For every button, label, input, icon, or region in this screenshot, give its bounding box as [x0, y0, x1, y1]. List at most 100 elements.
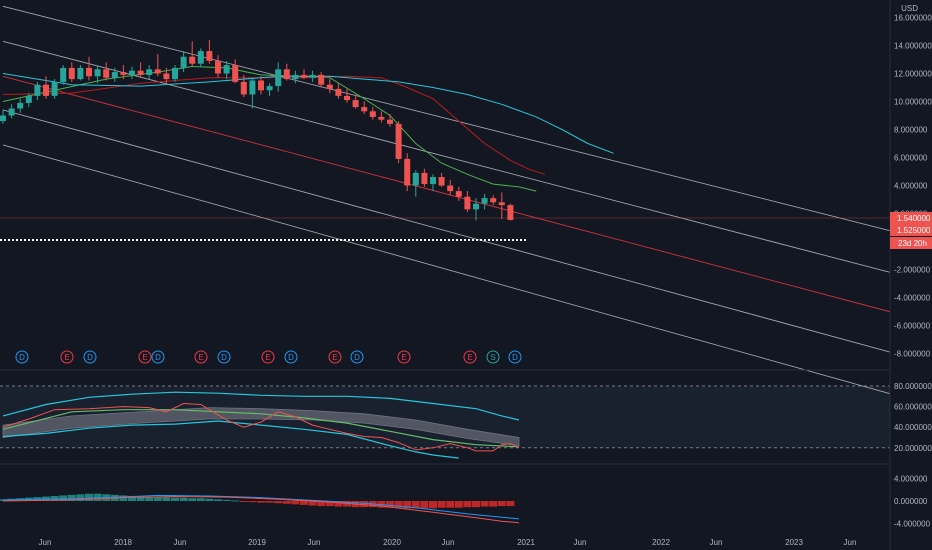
event-marker-circle [350, 350, 364, 364]
candle-body [326, 84, 333, 89]
time-axis-label: 2020 [383, 538, 401, 547]
time-axis-label: Jun [308, 538, 321, 547]
event-marker-letter: D [87, 353, 93, 362]
macd-histogram-bar [214, 499, 222, 501]
event-marker-circle [508, 350, 522, 364]
event-marker: E [328, 350, 342, 364]
price-tick-label: 60.000000 [894, 403, 932, 412]
macd-histogram-bar [85, 493, 93, 501]
time-axis-label: Jun [442, 538, 455, 547]
time-axis-label: 2023 [785, 538, 803, 547]
candle-body [387, 119, 393, 124]
macd-histogram-bar [59, 495, 68, 501]
last-price-label: 1.540000 [890, 212, 932, 224]
event-marker-circle [83, 350, 97, 364]
macd-histogram-bar [93, 493, 102, 501]
time-axis-label: Jun [710, 538, 723, 547]
event-marker-circle [138, 350, 152, 364]
time-axis-label: Jun [574, 538, 587, 547]
macd-histogram-bar [145, 496, 154, 501]
macd-histogram-bar [291, 501, 300, 505]
price-tick-label: 14.000000 [894, 42, 932, 51]
candle-body [223, 65, 230, 74]
candle-body [447, 185, 454, 192]
macd-histogram-bar [454, 501, 463, 508]
event-marker-letter: E [142, 353, 147, 362]
channel-line-lower [2, 144, 891, 395]
macd-histogram-bar [136, 495, 145, 501]
price-tick-label: 4.000000 [894, 475, 928, 484]
event-marker: D [350, 350, 364, 364]
event-marker-circle [328, 350, 342, 364]
price-tick-label: -4.000000 [894, 294, 931, 303]
macd-histogram-bar [420, 501, 429, 509]
candle-body [232, 65, 239, 82]
price-tick-label: 6.000000 [894, 154, 928, 163]
macd-histogram-bar [394, 501, 403, 508]
event-marker: E [261, 350, 275, 364]
event-marker-letter: D [354, 353, 360, 362]
oscillator-line-rsi_ma [2, 409, 520, 448]
price-tick-label: 12.000000 [894, 70, 932, 79]
time-axis[interactable]: Jun 2018 Jun 2019 Jun 2020 Jun 2021 Jun 2022 Jun 20… [39, 538, 857, 547]
candle-body [60, 67, 67, 82]
oscillator-ribbon [2, 407, 520, 447]
time-axis-label: 2018 [114, 538, 132, 547]
event-marker: E [194, 350, 208, 364]
price-axis-ticks: 16.000000 14.000000 12.000000 10.000000 8.00… [894, 14, 932, 529]
price-tick-label: 16.000000 [894, 14, 932, 23]
event-marker: E [397, 350, 411, 364]
price-tick-label: -2.000000 [894, 266, 931, 275]
channel-line-lower-inner [2, 109, 891, 353]
event-marker: D [83, 350, 97, 364]
candle-body [344, 95, 350, 101]
macd-histogram-bar [119, 495, 128, 501]
event-marker-circle [397, 350, 411, 364]
price-tick-label: 8.000000 [894, 126, 928, 135]
oscillator-line-rsi [2, 402, 520, 452]
event-marker-letter: E [332, 353, 337, 362]
oscillator-pane [0, 385, 890, 459]
candlestick-series [0, 39, 514, 221]
macd-histogram-bar [128, 495, 136, 501]
candle-body [154, 69, 161, 74]
oscillator-line-band_upper [2, 391, 520, 421]
price-tick-label: -4.000000 [894, 519, 931, 528]
candle-body [481, 198, 488, 204]
time-axis-label: Jun [844, 538, 857, 547]
macd-histogram-bar [325, 501, 334, 507]
candle-body [172, 67, 178, 80]
event-marker: E [60, 350, 74, 364]
macd-histogram-bar [300, 501, 308, 505]
event-marker-circle [261, 350, 275, 364]
event-marker-letter: D [288, 353, 294, 362]
candle-body [215, 60, 221, 74]
price-tick-label: 40.000000 [894, 423, 932, 432]
candle-body [0, 115, 6, 122]
candle-body [421, 172, 428, 185]
macd-histogram-bar [489, 501, 498, 507]
candle-body [404, 158, 411, 186]
candle-body [146, 69, 153, 75]
macd-histogram-bar [411, 501, 420, 509]
candle-body [430, 177, 436, 185]
macd-histogram-bar [317, 501, 326, 507]
event-marker: D [217, 350, 231, 364]
candle-body [189, 56, 196, 64]
event-marker-circle [284, 350, 298, 364]
time-axis-label: 2022 [652, 538, 670, 547]
channel-line-upper [2, 5, 891, 232]
price-axis[interactable] [890, 0, 932, 550]
event-marker-letter: E [198, 353, 203, 362]
price-tick-label: -6.000000 [894, 322, 931, 331]
channel-line-upper-inner [2, 40, 891, 273]
oscillator-band-fill [0, 386, 890, 448]
candle-body [258, 80, 264, 91]
candle-body [309, 74, 316, 78]
candle-body [412, 172, 419, 186]
macd-histogram-bar [179, 497, 188, 501]
candle-body [335, 88, 342, 96]
event-marker-circle [486, 350, 500, 364]
